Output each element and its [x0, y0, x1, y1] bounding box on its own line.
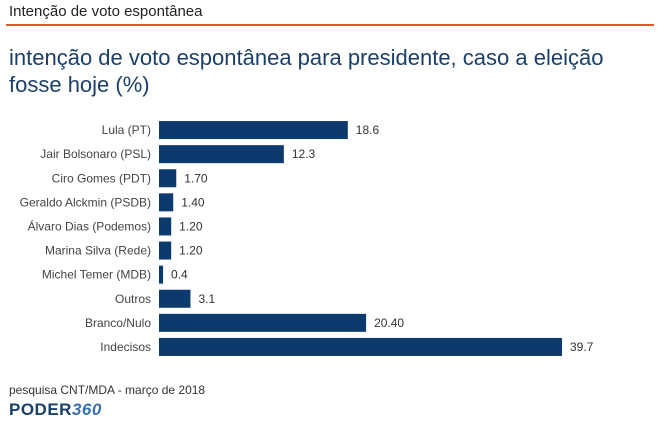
value-label: 39.7 [570, 340, 594, 354]
bar [159, 265, 164, 284]
category-label: Branco/Nulo [85, 316, 151, 330]
bar [159, 241, 172, 260]
bar [159, 169, 177, 188]
bar [159, 121, 348, 140]
category-label: Geraldo Alckmin (PSDB) [20, 195, 151, 209]
value-label: 1.20 [179, 244, 203, 258]
category-label: Jair Bolsonaro (PSL) [40, 147, 151, 161]
bar [159, 217, 172, 236]
header-divider [6, 24, 654, 26]
category-label: Lula (PT) [102, 123, 151, 137]
bar [159, 193, 174, 212]
logo-part-poder: PODER [9, 400, 72, 419]
value-label: 1.40 [181, 195, 205, 209]
category-label: Indecisos [100, 340, 151, 354]
value-label: 3.1 [198, 292, 215, 306]
category-label: Marina Silva (Rede) [45, 244, 151, 258]
bar-chart: Lula (PT) 18.6 Jair Bolsonaro (PSL) 12.3 Cir… [20, 121, 594, 356]
value-label: 12.3 [292, 147, 316, 161]
value-label: 1.70 [184, 171, 208, 185]
value-label: 20.40 [374, 316, 404, 330]
bar [159, 313, 367, 332]
source-note: pesquisa CNT/MDA - março de 2018 [9, 383, 206, 397]
value-label: 1.20 [179, 219, 203, 233]
bar [159, 337, 562, 356]
poder360-logo: PODER360 [9, 400, 102, 420]
value-label: 18.6 [356, 123, 380, 137]
category-label: Álvaro Dias (Podemos) [28, 218, 151, 233]
logo-part-360: 360 [71, 400, 102, 419]
category-label: Ciro Gomes (PDT) [52, 171, 151, 185]
header-title: Intenção de voto espontânea [9, 3, 203, 20]
value-label: 0.4 [171, 268, 188, 282]
category-label: Michel Temer (MDB) [42, 268, 151, 282]
chart-title: intenção de voto espontânea para preside… [9, 45, 604, 97]
bar [159, 145, 284, 164]
bar [159, 289, 191, 308]
category-label: Outros [115, 292, 151, 306]
